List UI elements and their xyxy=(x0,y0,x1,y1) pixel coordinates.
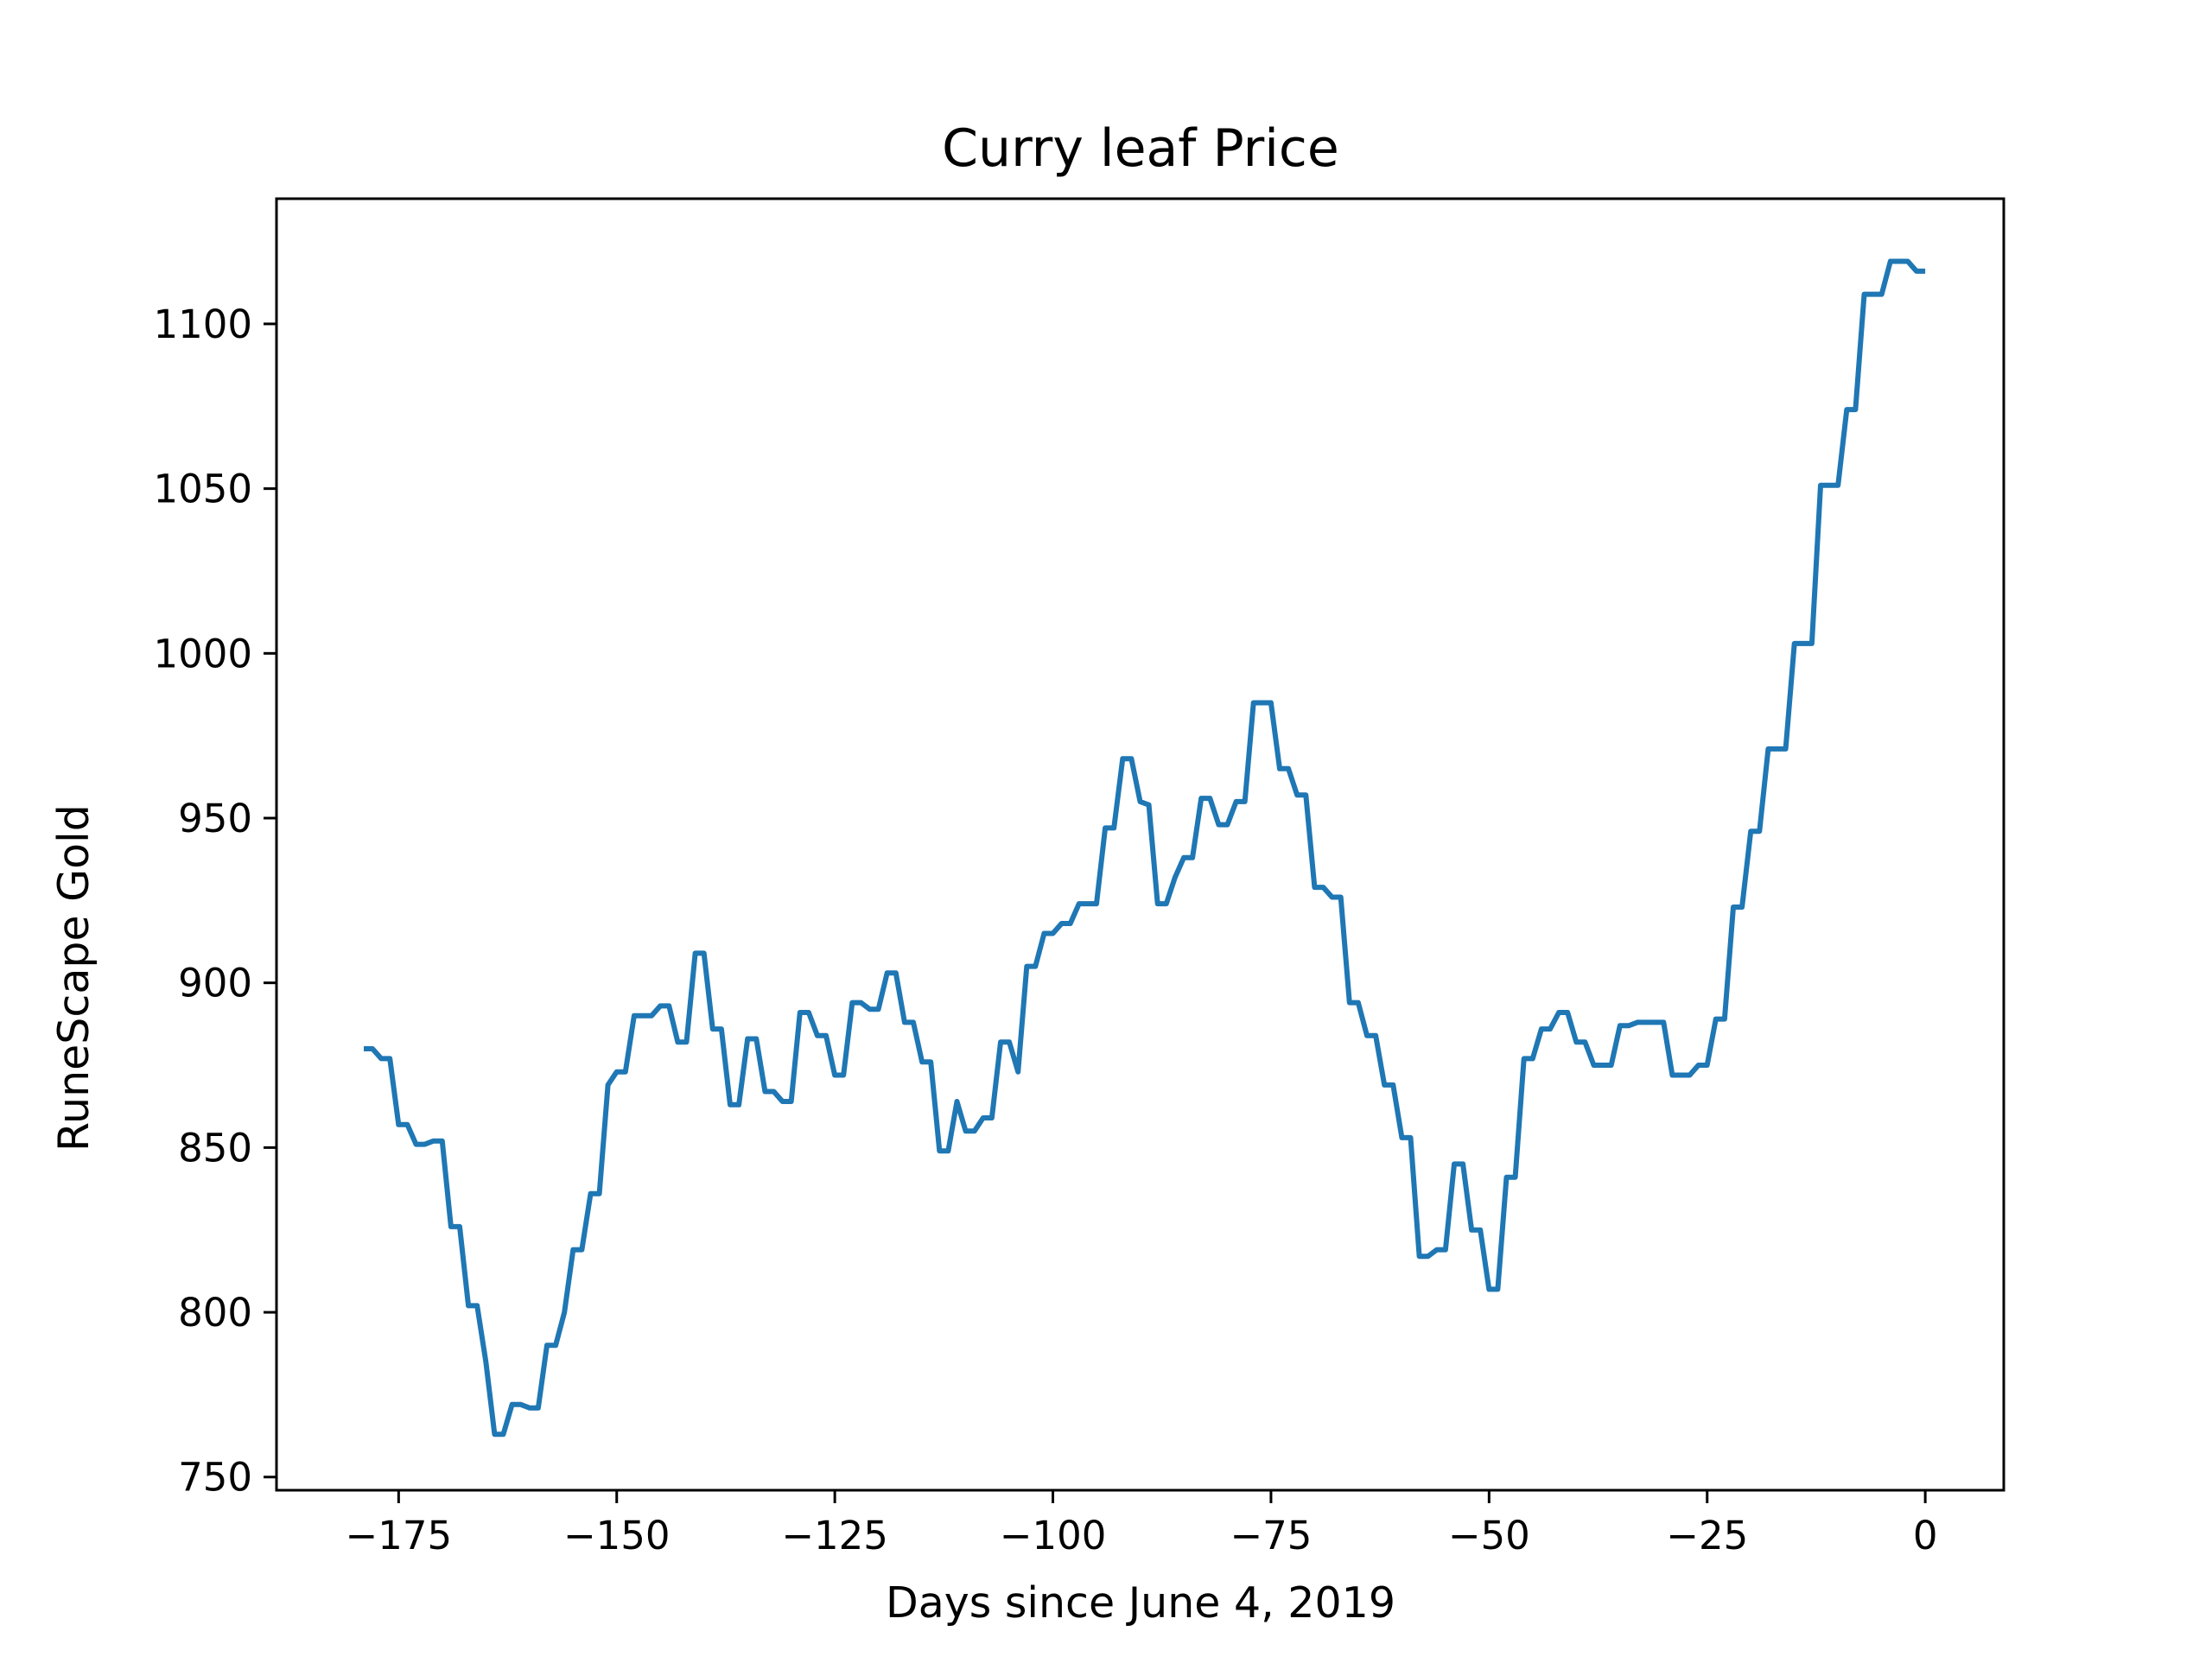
y-axis-label: RuneScape Gold xyxy=(49,804,99,1152)
y-tick-label: 800 xyxy=(178,1290,252,1336)
x-tick-label: −100 xyxy=(1000,1513,1107,1558)
x-tick-label: −150 xyxy=(563,1513,671,1558)
chart-title: Curry leaf Price xyxy=(942,118,1339,179)
x-tick-label: −50 xyxy=(1448,1513,1530,1558)
y-axis-ticks: 750 800 850 900 950 1000 1050 1100 xyxy=(153,301,276,1501)
y-tick-label: 750 xyxy=(178,1455,252,1501)
y-tick-label: 900 xyxy=(178,961,252,1006)
x-axis-ticks: −175 −150 −125 −100 −75 −50 −25 0 xyxy=(346,1490,1938,1558)
plot-frame xyxy=(275,197,2005,1492)
x-tick-label: −25 xyxy=(1666,1513,1748,1558)
x-tick-label: −75 xyxy=(1230,1513,1312,1558)
series-layer xyxy=(364,258,1926,1438)
y-tick-label: 1100 xyxy=(153,301,252,347)
y-tick-label: 1050 xyxy=(153,467,252,512)
x-tick-label: 0 xyxy=(1913,1513,1938,1558)
y-tick-label: 950 xyxy=(178,796,252,841)
y-tick-label: 1000 xyxy=(153,631,252,676)
price-series-line xyxy=(364,258,1926,1438)
x-tick-label: −125 xyxy=(781,1513,888,1558)
x-axis-label: Days since June 4, 2019 xyxy=(886,1578,1395,1628)
y-tick-label: 850 xyxy=(178,1125,252,1171)
x-tick-label: −175 xyxy=(346,1513,453,1558)
